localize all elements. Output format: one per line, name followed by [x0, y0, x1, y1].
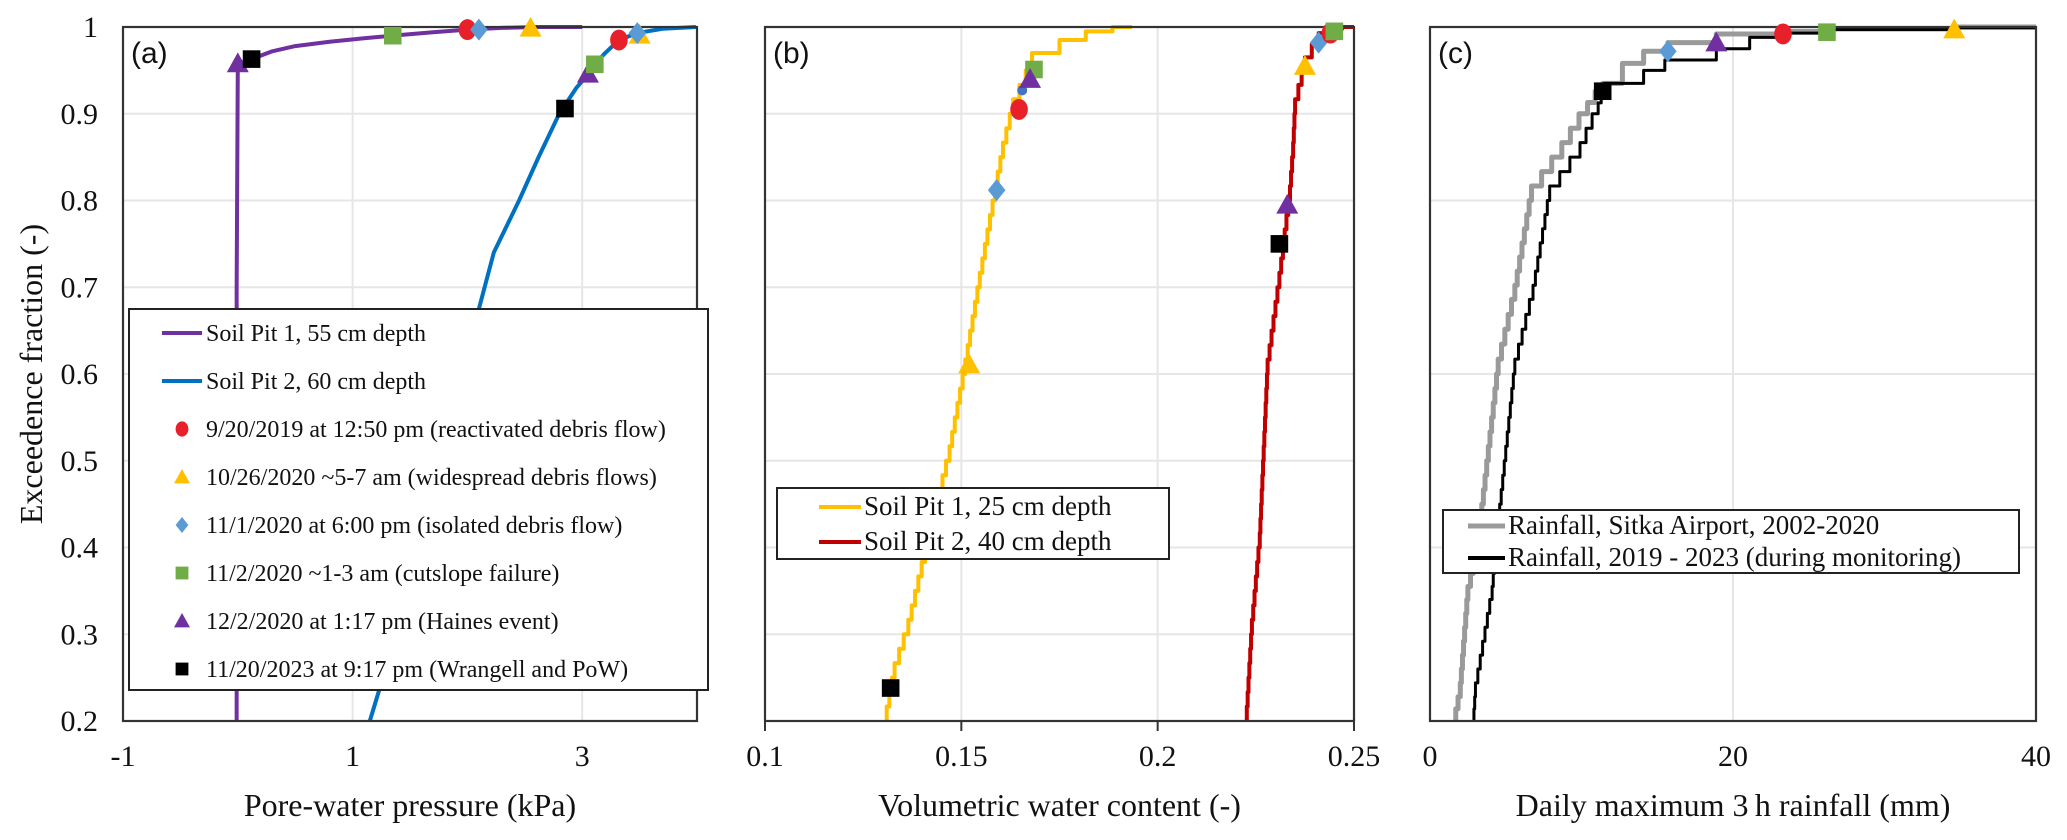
- event-marker-blue-diamond: [470, 18, 488, 41]
- event-marker-yellow-triangle: [1293, 55, 1316, 75]
- event-marker-green-square: [383, 26, 402, 45]
- legend-label: Soil Pit 1, 55 cm depth: [206, 321, 426, 347]
- legend: Soil Pit 1, 25 cm depth Soil Pit 2, 40 cm…: [776, 487, 1170, 560]
- legend-item: 11/1/2020 at 6:00 pm (isolated debris fl…: [175, 513, 622, 539]
- x-axis-title: Daily maximum 3 h rainfall (mm): [1516, 787, 1951, 823]
- series-line-1: [884, 25, 1133, 721]
- event-marker-black-square: [242, 50, 261, 68]
- legend-label: 11/1/2020 at 6:00 pm (isolated debris fl…: [206, 513, 622, 539]
- legend-label: 11/20/2023 at 9:17 pm (Wrangell and PoW): [206, 657, 628, 683]
- y-tick-label: 0.6: [61, 358, 99, 391]
- legend-label: Soil Pit 2, 40 cm depth: [864, 526, 1112, 556]
- event-marker-green-square: [1818, 23, 1836, 42]
- event-marker-red-circle: [1010, 98, 1028, 120]
- legend-label: Rainfall, Sitka Airport, 2002-2020: [1508, 510, 1879, 540]
- y-axis-title: Exceedence fraction (-): [13, 224, 49, 524]
- legend-box: [1442, 509, 2020, 574]
- event-marker-red-circle: [610, 29, 628, 51]
- legend-marker-green-square: [175, 566, 189, 580]
- x-tick-label: 40: [2021, 740, 2051, 773]
- legend-item: 10/26/2020 ~5-7 am (widespread debris fl…: [174, 465, 657, 491]
- legend-label: Soil Pit 2, 60 cm depth: [206, 369, 426, 395]
- event-marker-blue-diamond: [987, 179, 1006, 202]
- legend-label: 9/20/2019 at 12:50 pm (reactivated debri…: [206, 417, 666, 443]
- legend-item: 12/2/2020 at 1:17 pm (Haines event): [174, 609, 559, 635]
- event-marker-black-square: [556, 99, 574, 118]
- event-marker-purple-triangle: [1276, 193, 1299, 214]
- x-tick-label: 3: [575, 740, 590, 773]
- y-tick-label: 0.7: [61, 271, 99, 304]
- legend-item: Soil Pit 2, 40 cm depth: [819, 526, 1112, 556]
- legend-box: [776, 487, 1170, 560]
- legend-label: Soil Pit 1, 25 cm depth: [864, 491, 1112, 521]
- event-marker-purple-triangle: [1019, 68, 1042, 88]
- y-tick-label: 0.2: [61, 705, 99, 738]
- event-marker-green-square: [586, 55, 604, 74]
- y-tick-label: 0.4: [61, 532, 99, 565]
- y-tick-label: 0.8: [61, 185, 99, 218]
- legend-item: 11/20/2023 at 9:17 pm (Wrangell and PoW): [175, 657, 628, 683]
- legend-marker-black-square: [175, 662, 189, 676]
- legend-box: [128, 308, 709, 691]
- event-marker-blue-diamond: [1659, 40, 1677, 63]
- x-tick-label: 0: [1423, 740, 1438, 773]
- x-tick-label: 0.15: [935, 740, 988, 773]
- event-marker-purple-triangle: [1705, 31, 1728, 52]
- x-tick-label: -1: [111, 740, 136, 773]
- legend-marker-yellow-triangle: [174, 469, 190, 484]
- legend-item: 11/2/2020 ~1-3 am (cutslope failure): [175, 561, 559, 587]
- event-marker-red-circle: [458, 19, 477, 41]
- legend: Soil Pit 1, 55 cm depth Soil Pit 2, 60 cm…: [128, 308, 709, 691]
- legend-label: 12/2/2020 at 1:17 pm (Haines event): [206, 609, 559, 635]
- legend-label: 10/26/2020 ~5-7 am (widespread debris fl…: [206, 465, 657, 491]
- legend-label: Rainfall, 2019 - 2023 (during monitoring…: [1508, 542, 1961, 572]
- legend-marker-blue-diamond: [175, 517, 189, 533]
- panel-label: (c): [1438, 37, 1473, 70]
- event-marker-black-square: [881, 679, 900, 697]
- x-tick-label: 0.25: [1328, 740, 1381, 773]
- legend-item: Rainfall, Sitka Airport, 2002-2020: [1468, 510, 1879, 540]
- x-axis-title: Volumetric water content (-): [878, 787, 1241, 823]
- x-axis-title: Pore-water pressure (kPa): [244, 787, 576, 823]
- legend-item: Rainfall, 2019 - 2023 (during monitoring…: [1468, 542, 1961, 572]
- legend-marker-purple-triangle: [174, 613, 190, 628]
- series-line-2: [1244, 25, 1354, 721]
- legend-marker-red-circle: [175, 421, 189, 437]
- legend: Rainfall, Sitka Airport, 2002-2020Rainfa…: [1442, 509, 2020, 574]
- panel-label: (a): [131, 37, 168, 70]
- event-marker-yellow-triangle: [1943, 18, 1966, 39]
- event-marker-yellow-triangle: [519, 16, 542, 37]
- y-tick-label: 0.3: [61, 618, 99, 651]
- legend-item: Soil Pit 1, 25 cm depth: [819, 491, 1112, 521]
- event-marker-black-square: [1270, 235, 1289, 253]
- event-marker-green-square: [1325, 22, 1344, 41]
- y-tick-label: 0.5: [61, 445, 99, 478]
- y-tick-label: 1: [83, 11, 98, 44]
- x-tick-label: 0.2: [1139, 740, 1177, 773]
- x-tick-label: 1: [345, 740, 360, 773]
- panel-c: (c) 0 20 40 Daily maximum 3 h rainfall (mm) R…: [1423, 18, 2051, 823]
- panel-a: (a) -1 1 3 0.2 0.3 0.4 0.5 0.6 0.7 0.8 0.9 1 Pore-wat…: [61, 11, 709, 823]
- legend-item: Soil Pit 2, 60 cm depth: [162, 369, 426, 395]
- event-marker-yellow-triangle: [958, 353, 981, 374]
- event-marker-red-circle: [1774, 23, 1792, 45]
- legend-item: 9/20/2019 at 12:50 pm (reactivated debri…: [175, 417, 666, 443]
- panel-b: (b) 0.1 0.15 0.2 0.25 Volumetric water conten…: [746, 22, 1381, 823]
- plot-frame: [1428, 25, 2038, 723]
- legend-label: 11/2/2020 ~1-3 am (cutslope failure): [206, 561, 559, 587]
- x-tick-label: 0.1: [746, 740, 784, 773]
- legend-item: Soil Pit 1, 55 cm depth: [162, 321, 426, 347]
- y-tick-label: 0.9: [61, 98, 99, 131]
- x-tick-label: 20: [1718, 740, 1748, 773]
- event-marker-black-square: [1593, 82, 1612, 100]
- event-marker-blue-diamond: [628, 22, 647, 45]
- panel-label: (b): [773, 37, 810, 70]
- plot-frame: [763, 25, 1356, 723]
